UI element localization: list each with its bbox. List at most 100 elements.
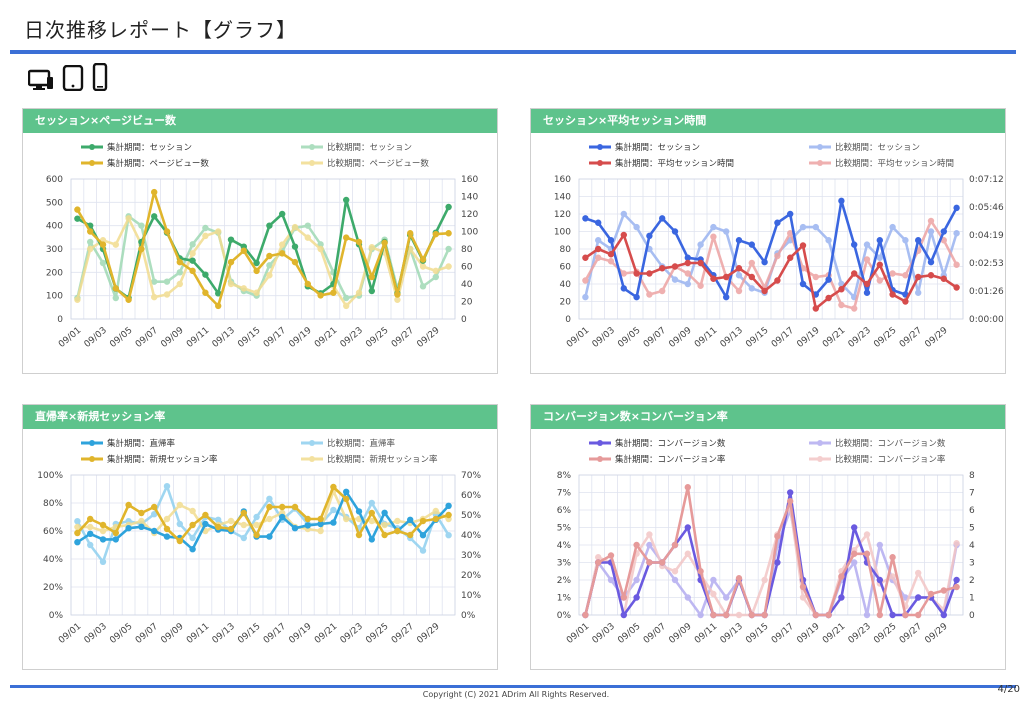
x-tick-label: 09/21 (821, 622, 847, 646)
x-tick-label: 09/13 (719, 326, 745, 350)
data-point (87, 228, 94, 235)
data-point (343, 196, 350, 204)
data-point (812, 611, 819, 619)
y-left-tick-label: 140 (554, 193, 571, 203)
x-tick-label: 09/29 (415, 325, 442, 350)
data-point (953, 540, 960, 547)
x-tick-label: 09/29 (415, 621, 442, 646)
y-left-tick-label: 6% (557, 506, 572, 516)
data-point (735, 237, 743, 244)
data-point (646, 531, 653, 538)
y-left-tick-label: 80% (43, 499, 63, 509)
data-point (710, 223, 717, 231)
y-right-tick-label: 60% (461, 491, 481, 501)
x-tick-label: 09/09 (159, 621, 186, 646)
y-left-tick-label: 160 (554, 175, 571, 185)
data-point (99, 521, 107, 529)
data-point (279, 250, 286, 257)
x-tick-label: 09/27 (898, 326, 924, 350)
data-point (876, 277, 883, 284)
x-tick-label: 09/27 (390, 622, 416, 646)
data-point (419, 547, 427, 554)
y-right-tick-label: 3 (969, 559, 975, 569)
data-point (445, 502, 452, 509)
y-right-tick-label: 80 (461, 245, 473, 255)
data-point (697, 259, 704, 267)
y-right-tick-label: 0:02:53 (969, 259, 1004, 269)
y-left-tick-label: 0% (557, 611, 572, 621)
data-point (671, 568, 679, 575)
legend-item: 比較期間：コンバージョン率 (809, 454, 946, 465)
data-point (940, 611, 947, 619)
data-point (915, 569, 922, 577)
legend-label: 比較期間：セッション (327, 142, 412, 153)
legend-marker (89, 440, 95, 446)
smartphone-icon[interactable] (92, 62, 108, 95)
data-point (902, 611, 909, 619)
data-point (189, 546, 196, 553)
chart-panel-1: セッション×ページビュー数 0 100 200 300 400 500 600 0 20 40 60… (22, 108, 498, 374)
legend-label: 比較期間：セッション (835, 142, 920, 153)
data-point (633, 270, 640, 277)
tablet-icon[interactable] (62, 64, 84, 95)
series-3 (74, 215, 452, 310)
data-point (927, 590, 935, 598)
sessions-avg-time-chart: 0 20 40 60 80 100 120 140 160 0:00:00 0:01:26 0:02:… (554, 142, 1004, 350)
data-point (761, 576, 768, 584)
data-point (163, 515, 171, 523)
chart-title: セッション×平均セッション時間 (531, 109, 1005, 133)
x-tick-label: 09/07 (134, 326, 160, 350)
data-point (723, 293, 730, 301)
data-point (671, 276, 679, 283)
data-point (607, 552, 615, 559)
x-tick-label: 09/19 (795, 325, 822, 350)
data-point (343, 488, 350, 495)
data-point (723, 611, 730, 619)
data-point (889, 223, 896, 231)
x-tick-label: 09/17 (262, 326, 288, 350)
legend-label: 比較期間：直帰率 (327, 438, 396, 449)
data-point (863, 289, 871, 296)
data-point (787, 230, 794, 237)
data-point (671, 576, 679, 584)
series-line (584, 486, 957, 617)
data-point (343, 294, 350, 302)
legend-marker (309, 440, 315, 446)
data-point (266, 533, 273, 540)
data-point (87, 541, 94, 549)
data-point (151, 188, 158, 196)
data-point (659, 215, 666, 222)
x-tick-label: 09/27 (390, 326, 416, 350)
data-point (432, 230, 439, 238)
data-point (176, 501, 183, 509)
data-point (407, 516, 414, 523)
data-point (343, 234, 350, 241)
y-right-tick-label: 2 (969, 576, 975, 586)
data-point (799, 594, 807, 601)
y-left-tick-label: 5% (557, 524, 572, 534)
legend-label: 集計期間：平均セッション時間 (615, 158, 734, 169)
y-left-tick-label: 500 (46, 198, 63, 208)
desktop-icon[interactable] (27, 69, 54, 95)
data-point (620, 231, 627, 239)
data-point (330, 506, 337, 514)
chart-title: 直帰率×新規セッション率 (23, 405, 497, 429)
legend-marker (309, 144, 315, 150)
x-tick-label: 09/11 (693, 326, 719, 350)
data-point (825, 276, 832, 283)
legend-marker (309, 160, 315, 166)
data-point (266, 252, 273, 260)
data-point (355, 289, 363, 296)
data-point (582, 611, 589, 619)
data-point (317, 515, 324, 523)
data-point (394, 517, 401, 525)
data-point (266, 495, 273, 502)
data-point (74, 539, 81, 546)
data-point (889, 270, 896, 277)
data-point (215, 290, 222, 297)
y-left-tick-label: 2% (557, 576, 572, 586)
data-point (240, 285, 247, 292)
data-point (889, 573, 896, 580)
data-point (227, 236, 235, 243)
data-point (163, 483, 171, 490)
